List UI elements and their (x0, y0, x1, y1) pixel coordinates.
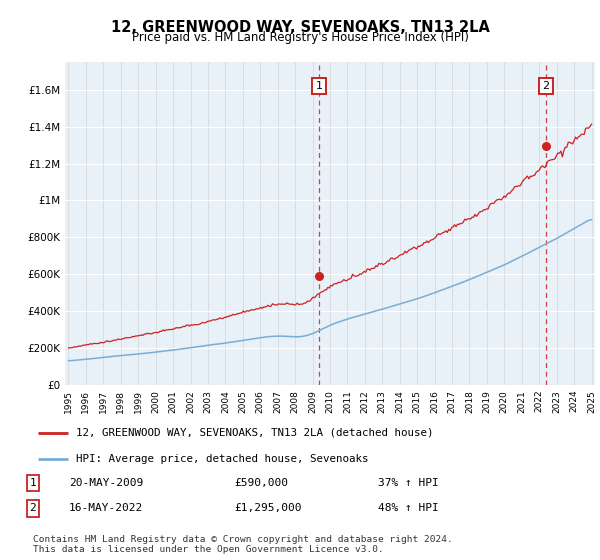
Text: Contains HM Land Registry data © Crown copyright and database right 2024.
This d: Contains HM Land Registry data © Crown c… (33, 535, 453, 554)
Text: 48% ↑ HPI: 48% ↑ HPI (378, 503, 439, 514)
Text: £590,000: £590,000 (234, 478, 288, 488)
Text: Price paid vs. HM Land Registry's House Price Index (HPI): Price paid vs. HM Land Registry's House … (131, 31, 469, 44)
Text: HPI: Average price, detached house, Sevenoaks: HPI: Average price, detached house, Seve… (76, 454, 368, 464)
Text: £1,295,000: £1,295,000 (234, 503, 302, 514)
Text: 1: 1 (29, 478, 37, 488)
Text: 12, GREENWOOD WAY, SEVENOAKS, TN13 2LA: 12, GREENWOOD WAY, SEVENOAKS, TN13 2LA (110, 20, 490, 35)
Text: 16-MAY-2022: 16-MAY-2022 (69, 503, 143, 514)
Text: 2: 2 (29, 503, 37, 514)
Text: 2: 2 (542, 81, 550, 91)
Text: 12, GREENWOOD WAY, SEVENOAKS, TN13 2LA (detached house): 12, GREENWOOD WAY, SEVENOAKS, TN13 2LA (… (76, 428, 433, 438)
Text: 1: 1 (316, 81, 323, 91)
Text: 37% ↑ HPI: 37% ↑ HPI (378, 478, 439, 488)
Text: 20-MAY-2009: 20-MAY-2009 (69, 478, 143, 488)
